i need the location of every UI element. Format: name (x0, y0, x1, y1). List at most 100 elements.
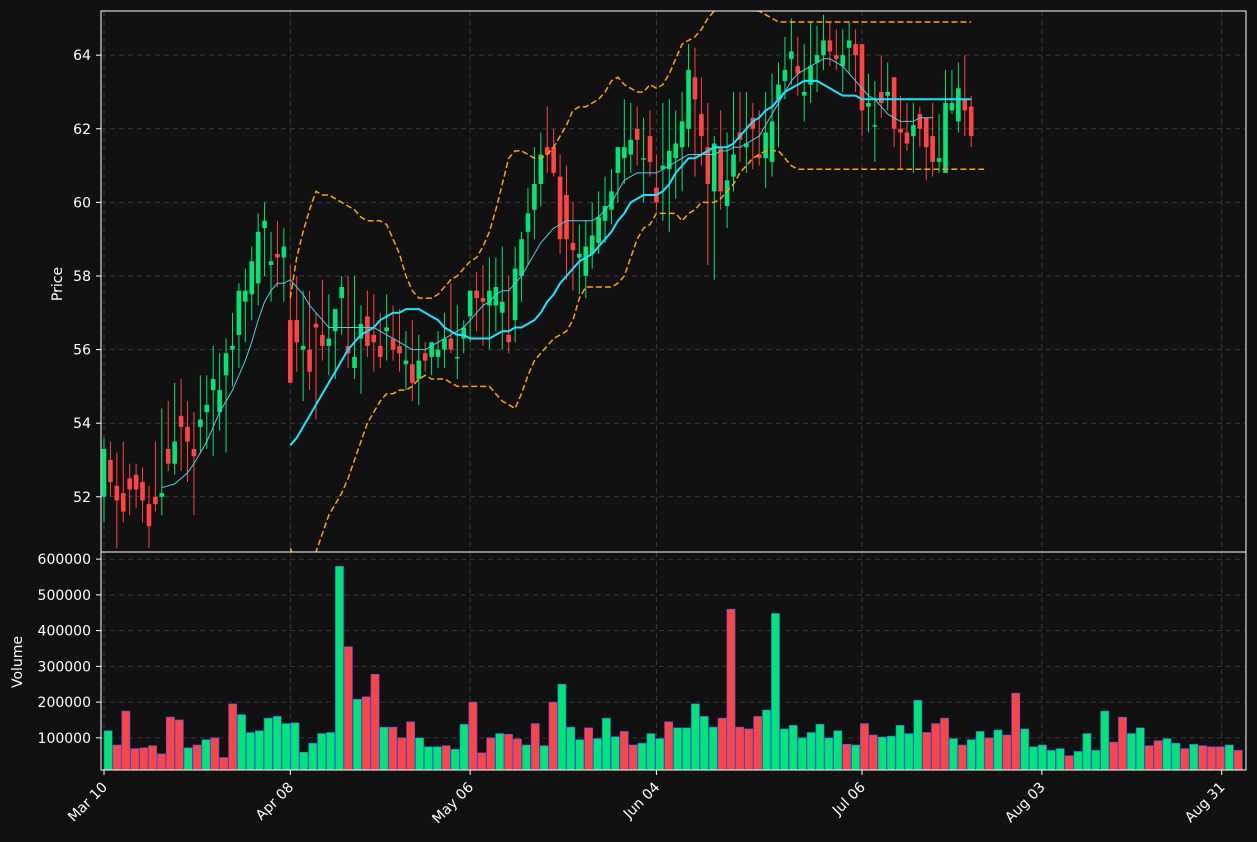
candle-body (557, 176, 563, 240)
volume-bar (486, 737, 496, 770)
candle-body (499, 301, 505, 313)
volume-bar (326, 732, 335, 770)
volume-bar (379, 726, 389, 770)
volume-bar (432, 746, 442, 770)
candle-body (474, 290, 479, 299)
volume-bar (121, 710, 131, 770)
volume-bar (157, 753, 166, 770)
volume-bar (1153, 740, 1163, 770)
volume-bar (1055, 748, 1065, 770)
volume-bar (1038, 744, 1047, 770)
candle-body (352, 356, 357, 368)
candle-body (384, 327, 389, 332)
volume-bar (735, 726, 745, 770)
volume-bar (913, 700, 923, 770)
candle-body (801, 91, 807, 96)
candle-body (962, 99, 968, 111)
candle-body (949, 103, 955, 111)
volume-bar (1207, 746, 1216, 770)
candle-body (615, 147, 621, 173)
candle-body (859, 44, 865, 111)
price-tick-label: 64 (73, 48, 91, 64)
candle-body (358, 323, 364, 339)
candle-body (210, 379, 216, 391)
volume-bar (610, 736, 620, 770)
candle-body (724, 180, 730, 207)
volume-bar (815, 723, 825, 770)
volume-bar (1064, 755, 1074, 770)
candle-body (178, 415, 184, 427)
candle-body (146, 504, 152, 527)
volume-bar (263, 717, 273, 770)
volume-bar (771, 613, 780, 770)
candle-body (923, 117, 929, 148)
volume-bar (370, 673, 380, 770)
volume-bar (406, 721, 416, 770)
candle-body (898, 128, 903, 133)
volume-bar (548, 701, 558, 770)
price-tick-label: 62 (73, 122, 91, 138)
candle-body (461, 327, 467, 339)
volume-bar (1118, 716, 1127, 770)
candle-body (127, 478, 133, 490)
candle-body (435, 349, 441, 357)
volume-bar (851, 744, 860, 770)
candle-body (622, 147, 627, 159)
volume-bar (246, 732, 255, 770)
candle-body (172, 441, 177, 464)
volume-bar (824, 737, 834, 770)
candle-body (300, 345, 306, 350)
volume-bar (459, 723, 469, 770)
candle-body (647, 136, 653, 162)
candle-body (917, 114, 923, 129)
volume-bar (797, 737, 807, 770)
volume-bar (566, 726, 576, 770)
candle-body (583, 246, 589, 276)
candle-body (846, 40, 852, 48)
candle-body (275, 253, 280, 258)
volume-bar (949, 738, 958, 770)
candle-body (750, 117, 756, 129)
candle-body (827, 40, 833, 52)
candle-body (551, 147, 556, 173)
candle-body (313, 323, 319, 328)
volume-bar (308, 742, 318, 770)
candle-body (410, 364, 415, 383)
volume-bars (103, 565, 1243, 770)
volume-bar (495, 733, 505, 770)
volume-bar (539, 745, 549, 770)
candle-body (101, 448, 107, 497)
candle-body (487, 290, 492, 306)
volume-bar (424, 746, 433, 770)
candle-body (217, 390, 222, 413)
volume-bar (931, 723, 941, 770)
candle-body (467, 290, 473, 317)
volume-bar (690, 703, 700, 770)
volume-bar (228, 703, 238, 770)
volume-bar (254, 730, 264, 770)
candle-body (506, 334, 512, 343)
volume-tick-label: 100000 (38, 731, 91, 747)
volume-bar (1020, 728, 1030, 770)
volume-bar (1100, 710, 1110, 770)
candle-body (448, 338, 454, 350)
band-upper-line (289, 11, 972, 299)
candle-body (769, 121, 775, 162)
candle-body (223, 353, 229, 376)
candle-body (968, 106, 974, 137)
candle-body (422, 353, 428, 361)
volume-bar (1046, 750, 1056, 770)
volume-bar (557, 683, 567, 770)
candle-body (602, 206, 608, 221)
price-tick-label: 56 (73, 343, 91, 359)
candle-body (236, 290, 242, 335)
candle-body (776, 84, 781, 100)
price-y-axis: 52 54 56 58 60 62 64 (73, 48, 101, 506)
overlay-lines (161, 11, 985, 552)
volume-bar (779, 728, 789, 770)
volume-bar (174, 719, 184, 770)
volume-bar (699, 716, 709, 770)
volume-bar (335, 565, 344, 770)
volume-bar (192, 744, 202, 770)
volume-bar (1082, 733, 1092, 770)
